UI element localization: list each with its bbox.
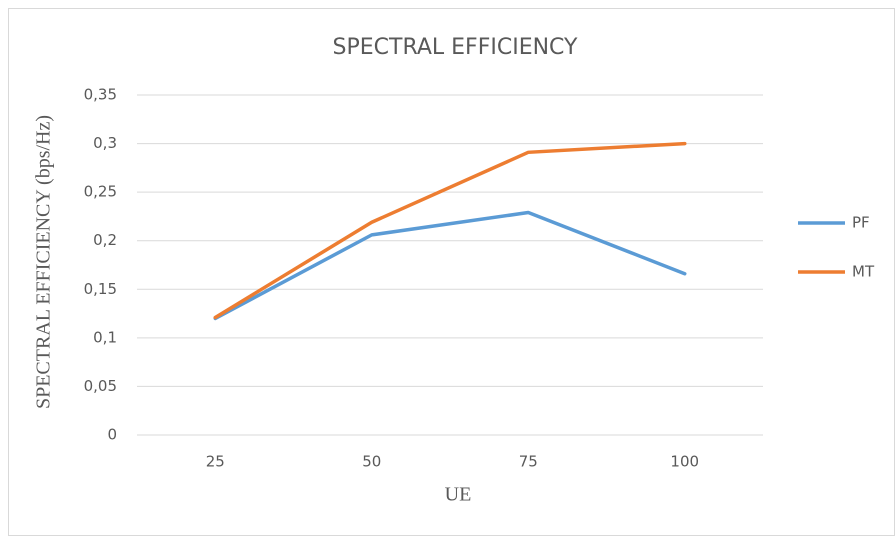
chart-border xyxy=(8,8,895,536)
x-tick-label: 50 xyxy=(362,453,381,471)
legend-label: MT xyxy=(852,263,875,281)
y-tick-label: 0,3 xyxy=(93,134,117,152)
y-tick-label: 0,15 xyxy=(84,280,117,298)
y-tick-label: 0,35 xyxy=(84,86,117,104)
y-tick-label: 0,25 xyxy=(84,183,117,201)
chart-title: SPECTRAL EFFICIENCY xyxy=(333,35,579,60)
legend-label: PF xyxy=(852,214,870,232)
x-tick-label: 75 xyxy=(519,453,538,471)
y-tick-label: 0 xyxy=(107,426,117,444)
x-axis-label: UE xyxy=(445,484,472,506)
y-tick-label: 0,1 xyxy=(93,328,117,346)
y-axis-label: SPECTRAL EFFICIENCY (bps/Hz) xyxy=(33,115,55,409)
y-tick-label: 0,2 xyxy=(93,231,117,249)
series-line xyxy=(213,210,687,321)
x-tick-label: 100 xyxy=(670,453,699,471)
series-line xyxy=(213,141,687,320)
x-tick-label: 25 xyxy=(206,453,225,471)
y-tick-label: 0,05 xyxy=(84,377,117,395)
